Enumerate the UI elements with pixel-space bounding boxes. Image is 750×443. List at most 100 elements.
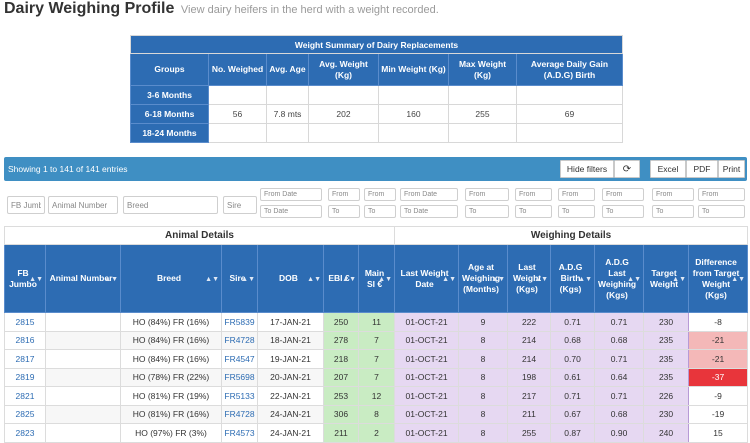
sire-link[interactable]: FR5698 xyxy=(221,367,258,387)
refresh-button[interactable]: ⟳ xyxy=(614,160,640,178)
filter-age-to[interactable] xyxy=(465,205,509,218)
sort-icon: ▲▼ xyxy=(627,275,642,283)
animal-number-cell xyxy=(45,386,121,406)
adg-last-cell: 0.71 xyxy=(594,386,645,406)
filter-last-weight-date-to[interactable] xyxy=(400,205,458,218)
filter-adg-birth-to[interactable] xyxy=(558,205,595,218)
col-adg-birth[interactable]: A.D.G Birth (Kgs) ▲▼ xyxy=(550,244,596,313)
last-weight-cell: 214 xyxy=(507,349,552,369)
filter-si-from[interactable] xyxy=(364,188,396,201)
col-animal-number[interactable]: Animal Number ▲▼ xyxy=(45,244,121,313)
last-weight-date-cell: 01-OCT-21 xyxy=(394,330,460,350)
summary-group-label: 6-18 Months xyxy=(130,104,209,124)
fb-jumbo-link[interactable]: 2823 xyxy=(4,423,46,443)
sire-link[interactable]: FR5133 xyxy=(221,386,258,406)
col-last-weight-date[interactable]: Last Weight Date ▲▼ xyxy=(394,244,460,313)
summary-cell xyxy=(515,85,624,105)
col-difference[interactable]: Difference from Target Weight (Kgs) ▲▼ xyxy=(688,244,749,313)
breed-cell: HO (81%) FR (16%) xyxy=(120,404,222,424)
filter-adg-last-from[interactable] xyxy=(602,188,644,201)
sire-link[interactable]: FR4573 xyxy=(221,423,258,443)
filter-last-weight-from[interactable] xyxy=(515,188,552,201)
sort-icon: ▲▼ xyxy=(29,275,43,283)
col-breed[interactable]: Breed ▲▼ xyxy=(120,244,222,313)
sort-icon: ▲▼ xyxy=(442,275,457,283)
summary-header: Groups xyxy=(130,53,209,86)
filter-difference-to[interactable] xyxy=(698,205,745,218)
sire-link[interactable]: FR4728 xyxy=(221,404,258,424)
print-button[interactable]: Print xyxy=(718,160,745,178)
age-at-weighing-cell: 8 xyxy=(458,349,509,369)
filter-si-to[interactable] xyxy=(364,205,396,218)
filter-last-weight-to[interactable] xyxy=(515,205,552,218)
filter-age-from[interactable] xyxy=(465,188,509,201)
fb-jumbo-link[interactable]: 2817 xyxy=(4,349,46,369)
filter-difference-from[interactable] xyxy=(698,188,745,201)
filter-target-to[interactable] xyxy=(652,205,694,218)
page-title: Dairy Weighing Profile xyxy=(4,0,175,17)
fb-jumbo-link[interactable]: 2821 xyxy=(4,386,46,406)
filter-sire[interactable] xyxy=(223,196,257,214)
filter-last-weight-date-from[interactable] xyxy=(400,188,458,201)
main-si-cell: 7 xyxy=(357,330,396,350)
sort-icon: ▲▼ xyxy=(205,275,219,283)
fb-jumbo-link[interactable]: 2819 xyxy=(4,367,46,387)
last-weight-cell: 222 xyxy=(507,312,552,332)
sort-icon: ▲▼ xyxy=(534,275,549,283)
sort-icon: ▲▼ xyxy=(342,275,356,283)
col-target-weight[interactable]: Target Weight ▲▼ xyxy=(643,244,690,313)
summary-cell: 56 xyxy=(208,104,267,124)
sire-link[interactable]: FR4728 xyxy=(221,330,258,350)
filter-fb-jumbo[interactable] xyxy=(7,196,45,214)
sort-icon: ▲▼ xyxy=(491,275,506,283)
age-at-weighing-cell: 8 xyxy=(458,330,509,350)
difference-cell: -19 xyxy=(688,404,749,424)
fb-jumbo-link[interactable]: 2825 xyxy=(4,404,46,424)
fb-jumbo-link[interactable]: 2816 xyxy=(4,330,46,350)
breed-cell: HO (78%) FR (22%) xyxy=(120,367,222,387)
summary-header: No. Weighed xyxy=(208,53,267,86)
filter-dob-from[interactable] xyxy=(260,188,322,201)
adg-last-cell: 0.68 xyxy=(594,330,645,350)
filter-dob-to[interactable] xyxy=(260,205,322,218)
fb-jumbo-link[interactable]: 2815 xyxy=(4,312,46,332)
ebi-cell: 250 xyxy=(323,312,359,332)
dob-cell: 19-JAN-21 xyxy=(257,349,324,369)
summary-cell xyxy=(308,85,379,105)
col-last-weight[interactable]: Last Weight (Kgs) ▲▼ xyxy=(507,244,552,313)
col-fb-jumbo[interactable]: FB Jumbo ▲▼ xyxy=(4,244,46,313)
filter-adg-birth-from[interactable] xyxy=(558,188,595,201)
filter-ebi-to[interactable] xyxy=(328,205,360,218)
summary-group-label: 18-24 Months xyxy=(130,123,209,143)
sire-link[interactable]: FR4547 xyxy=(221,349,258,369)
filter-adg-last-to[interactable] xyxy=(602,205,644,218)
filter-ebi-from[interactable] xyxy=(328,188,360,201)
col-ebi[interactable]: EBI € ▲▼ xyxy=(323,244,359,313)
last-weight-date-cell: 01-OCT-21 xyxy=(394,312,460,332)
breed-cell: HO (97%) FR (3%) xyxy=(120,423,222,443)
age-at-weighing-cell: 8 xyxy=(458,386,509,406)
difference-cell: -21 xyxy=(688,330,749,350)
summary-cell xyxy=(515,123,624,143)
col-age-at-weighing[interactable]: Age at Weighing (Months) ▲▼ xyxy=(458,244,509,313)
animal-number-cell xyxy=(45,349,121,369)
col-adg-last[interactable]: A.D.G Last Weighing (Kgs) ▲▼ xyxy=(594,244,645,313)
filter-breed[interactable] xyxy=(123,196,218,214)
filter-target-from[interactable] xyxy=(652,188,694,201)
summary-cell: 7.8 mts xyxy=(266,104,309,124)
table-toolbar: Showing 1 to 141 of 141 entries Hide fil… xyxy=(4,157,747,181)
adg-birth-cell: 0.70 xyxy=(550,349,596,369)
ebi-cell: 278 xyxy=(323,330,359,350)
col-dob[interactable]: DOB ▲▼ xyxy=(257,244,324,313)
adg-birth-cell: 0.61 xyxy=(550,367,596,387)
col-sire[interactable]: Sire ▲▼ xyxy=(221,244,258,313)
hide-filters-button[interactable]: Hide filters xyxy=(560,160,614,178)
sort-icon: ▲▼ xyxy=(731,275,746,283)
col-main-si[interactable]: Main SI € ▲▼ xyxy=(357,244,396,313)
ebi-cell: 211 xyxy=(323,423,359,443)
filter-animal-number[interactable] xyxy=(48,196,118,214)
sire-link[interactable]: FR5839 xyxy=(221,312,258,332)
excel-button[interactable]: Excel xyxy=(650,160,686,178)
main-si-cell: 12 xyxy=(357,386,396,406)
pdf-button[interactable]: PDF xyxy=(686,160,718,178)
